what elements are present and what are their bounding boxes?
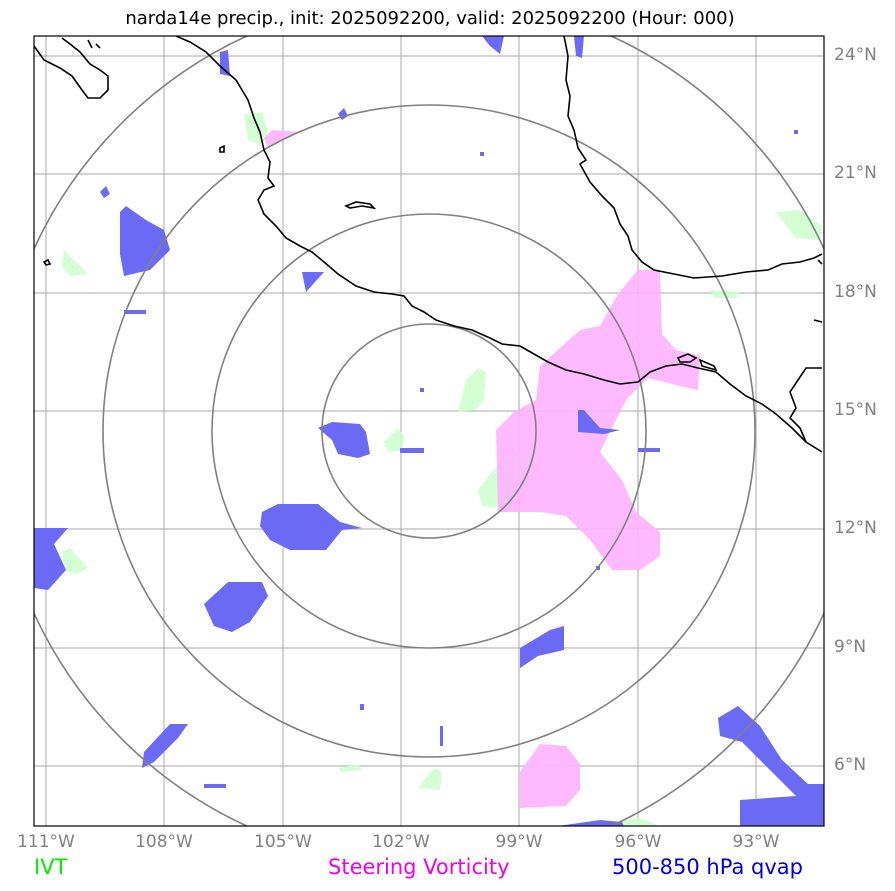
legend-qvap: 500-850 hPa qvap xyxy=(612,855,803,879)
legend-steering-vorticity: Steering Vorticity xyxy=(328,855,510,879)
map-title: narda14e precip., init: 2025092200, vali… xyxy=(125,8,735,29)
lat-label-21n: 21°N xyxy=(834,163,877,183)
lon-label-99w: 99°W xyxy=(495,832,543,852)
qvap-regions xyxy=(34,36,824,826)
lon-label-105w: 105°W xyxy=(254,832,312,852)
lon-label-102w: 102°W xyxy=(372,832,430,852)
lon-label-96w: 96°W xyxy=(614,832,662,852)
lat-label-15n: 15°N xyxy=(834,400,877,420)
coastlines xyxy=(34,36,823,453)
lat-label-18n: 18°N xyxy=(834,282,877,302)
lat-label-9n: 9°N xyxy=(834,637,867,657)
range-rings xyxy=(34,36,824,826)
lat-label-6n: 6°N xyxy=(834,755,867,775)
lat-label-24n: 24°N xyxy=(834,45,877,65)
lat-label-12n: 12°N xyxy=(834,518,877,538)
gridlines xyxy=(34,36,824,826)
lon-label-93w: 93°W xyxy=(732,832,780,852)
lon-label-108w: 108°W xyxy=(135,832,193,852)
legend-ivt: IVT xyxy=(34,855,68,879)
steering-vorticity-regions xyxy=(264,130,700,808)
lon-label-111w: 111°W xyxy=(17,832,75,852)
